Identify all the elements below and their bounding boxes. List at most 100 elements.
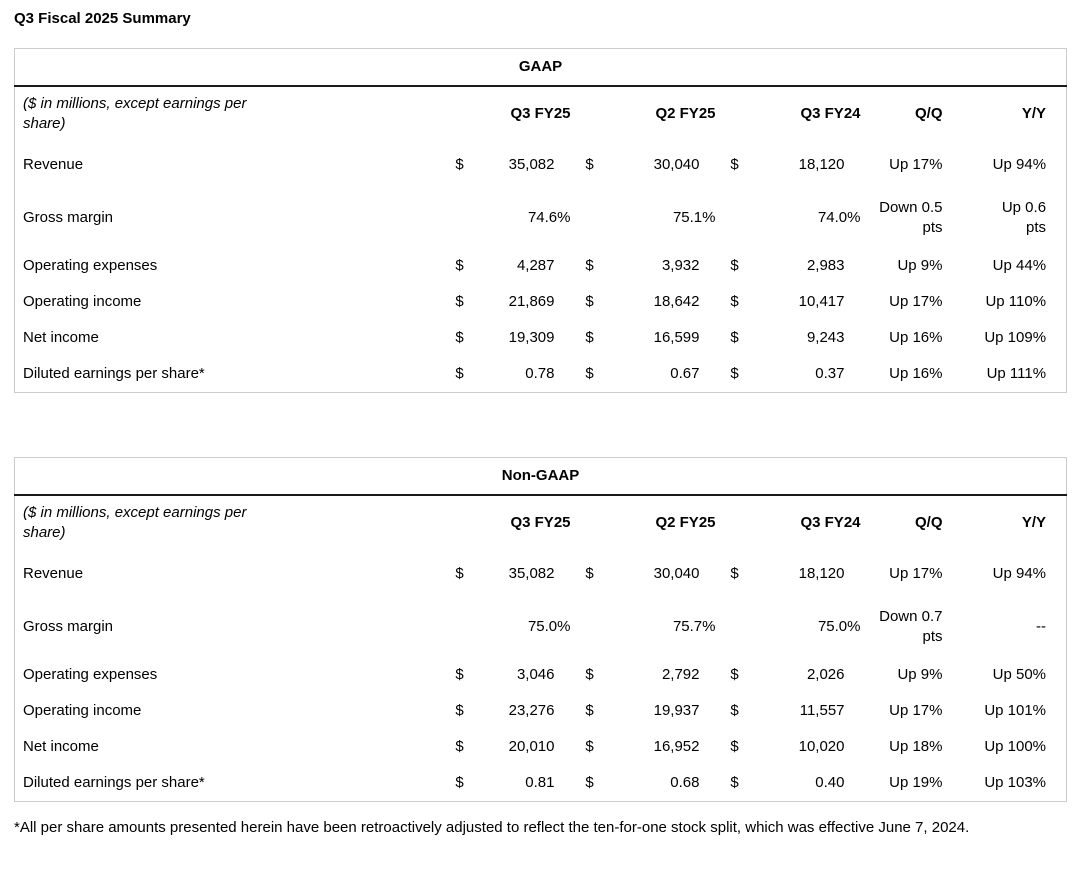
- table-cell: $: [730, 738, 739, 755]
- table-row: ($ in millions, except earnings per shar…: [15, 495, 1067, 550]
- table-cell: Down 0.7 pts: [879, 608, 943, 645]
- table-cell: Down 0.5 pts: [879, 199, 943, 236]
- column-header-q3fy25: Q3 FY25: [510, 105, 571, 122]
- table-cell: Up 110%: [985, 293, 1047, 310]
- table-row: Non-GAAP: [14, 457, 1067, 496]
- table-cell: $: [585, 365, 594, 382]
- table-cell: $: [730, 329, 739, 346]
- table-cell: 35,082: [508, 565, 555, 582]
- table-cell: 9,243: [806, 329, 845, 346]
- table-cell: 2,983: [806, 257, 845, 274]
- table-cell: 18,642: [653, 293, 700, 310]
- table-cell: 2,792: [661, 666, 700, 683]
- table-cell: $: [730, 702, 739, 719]
- table-cell: $: [455, 565, 464, 582]
- table-cell: $: [455, 329, 464, 346]
- row-label: Operating expenses: [23, 257, 158, 274]
- table-cell: Up 17%: [889, 156, 943, 173]
- table-cell: 75.1%: [672, 209, 716, 226]
- table-cell: Up 94%: [992, 565, 1047, 582]
- table-cell: $: [730, 774, 739, 791]
- table-cell: 18,120: [798, 156, 845, 173]
- table-cell: Up 50%: [992, 666, 1047, 683]
- table-row: Gross margin 75.0% 75.7% 75.0% Down 0.7 …: [15, 597, 1067, 657]
- table-cell: 19,937: [653, 702, 700, 719]
- table-cell: 0.68: [670, 774, 700, 791]
- table-cell: [445, 597, 475, 657]
- table-cell: $: [585, 329, 594, 346]
- table-cell: $: [455, 738, 464, 755]
- table-cell: 30,040: [653, 156, 700, 173]
- table-cell: 75.7%: [672, 618, 716, 635]
- row-label: Revenue: [23, 565, 84, 582]
- table-cell: Up 17%: [889, 702, 943, 719]
- table-cell: $: [585, 702, 594, 719]
- table-cell: 30,040: [653, 565, 700, 582]
- row-label: Gross margin: [23, 209, 114, 226]
- table-cell: $: [585, 293, 594, 310]
- column-header-yy: Y/Y: [1021, 105, 1047, 122]
- table-cell: 75.0%: [817, 618, 861, 635]
- table-row: Diluted earnings per share* $ 0.81 $ 0.6…: [15, 765, 1067, 802]
- column-header-q3fy25: Q3 FY25: [510, 514, 571, 531]
- table-cell: $: [585, 738, 594, 755]
- table-row: Revenue $ 35,082 $ 30,040 $ 18,120 Up 17…: [15, 141, 1067, 188]
- column-header-q2fy25: Q2 FY25: [655, 105, 716, 122]
- table-row: Operating income $ 21,869 $ 18,642 $ 10,…: [15, 284, 1067, 320]
- table-cell: 16,599: [653, 329, 700, 346]
- table-cell: 4,287: [516, 257, 555, 274]
- table-cell: 0.78: [525, 365, 555, 382]
- table-cell: 0.81: [525, 774, 555, 791]
- table-cell: 18,120: [798, 565, 845, 582]
- page-title: Q3 Fiscal 2025 Summary: [14, 10, 191, 27]
- table-cell: $: [455, 156, 464, 173]
- gaap-table: GAAP ($ in millions, except earnings per…: [14, 48, 1068, 393]
- non-gaap-table: Non-GAAP ($ in millions, except earnings…: [14, 457, 1068, 802]
- table-cell: Up 17%: [889, 565, 943, 582]
- unit-note-text: ($ in millions, except earnings per shar…: [23, 95, 247, 132]
- column-header-yy: Y/Y: [1021, 514, 1047, 531]
- table-cell: $: [585, 666, 594, 683]
- table-row: Gross margin 74.6% 75.1% 74.0% Down 0.5 …: [15, 188, 1067, 248]
- unit-note-text: ($ in millions, except earnings per shar…: [23, 504, 247, 541]
- table-cell: $: [585, 257, 594, 274]
- table-cell: --: [1036, 618, 1047, 635]
- table-cell: $: [455, 257, 464, 274]
- column-header-q3fy24: Q3 FY24: [800, 514, 861, 531]
- table-row: Net income $ 20,010 $ 16,952 $ 10,020 Up…: [15, 729, 1067, 765]
- table-cell: Up 16%: [889, 329, 943, 346]
- table-row: Net income $ 19,309 $ 16,599 $ 9,243 Up …: [15, 320, 1067, 356]
- table-cell: 0.67: [670, 365, 700, 382]
- table-cell: 16,952: [653, 738, 700, 755]
- table-cell: Up 19%: [889, 774, 943, 791]
- table-cell: 3,932: [661, 257, 700, 274]
- table-cell: 75.0%: [527, 618, 571, 635]
- table-row: Operating income $ 23,276 $ 19,937 $ 11,…: [15, 693, 1067, 729]
- table-cell: Up 16%: [889, 365, 943, 382]
- table-cell: $: [455, 774, 464, 791]
- table-cell: [445, 188, 475, 248]
- table-row: Operating expenses $ 3,046 $ 2,792 $ 2,0…: [15, 657, 1067, 693]
- row-label: Net income: [23, 329, 99, 346]
- table-cell: 10,417: [798, 293, 845, 310]
- table-cell: Up 109%: [984, 329, 1047, 346]
- table-cell: 35,082: [508, 156, 555, 173]
- table-cell: Up 101%: [984, 702, 1047, 719]
- table-cell: [575, 597, 605, 657]
- row-label: Revenue: [23, 156, 84, 173]
- table-cell: Up 9%: [897, 257, 943, 274]
- column-header-q3fy24: Q3 FY24: [800, 105, 861, 122]
- table-cell: $: [455, 666, 464, 683]
- table-cell: [720, 188, 750, 248]
- table-cell: 3,046: [516, 666, 555, 683]
- row-label: Operating expenses: [23, 666, 158, 683]
- column-header-qq: Q/Q: [914, 105, 943, 122]
- table-cell: Up 100%: [984, 738, 1047, 755]
- table-cell: 19,309: [508, 329, 555, 346]
- table-cell: $: [730, 293, 739, 310]
- row-label: Net income: [23, 738, 99, 755]
- table-cell: Up 44%: [992, 257, 1047, 274]
- row-label: Operating income: [23, 702, 142, 719]
- table-cell: Up 103%: [984, 774, 1047, 791]
